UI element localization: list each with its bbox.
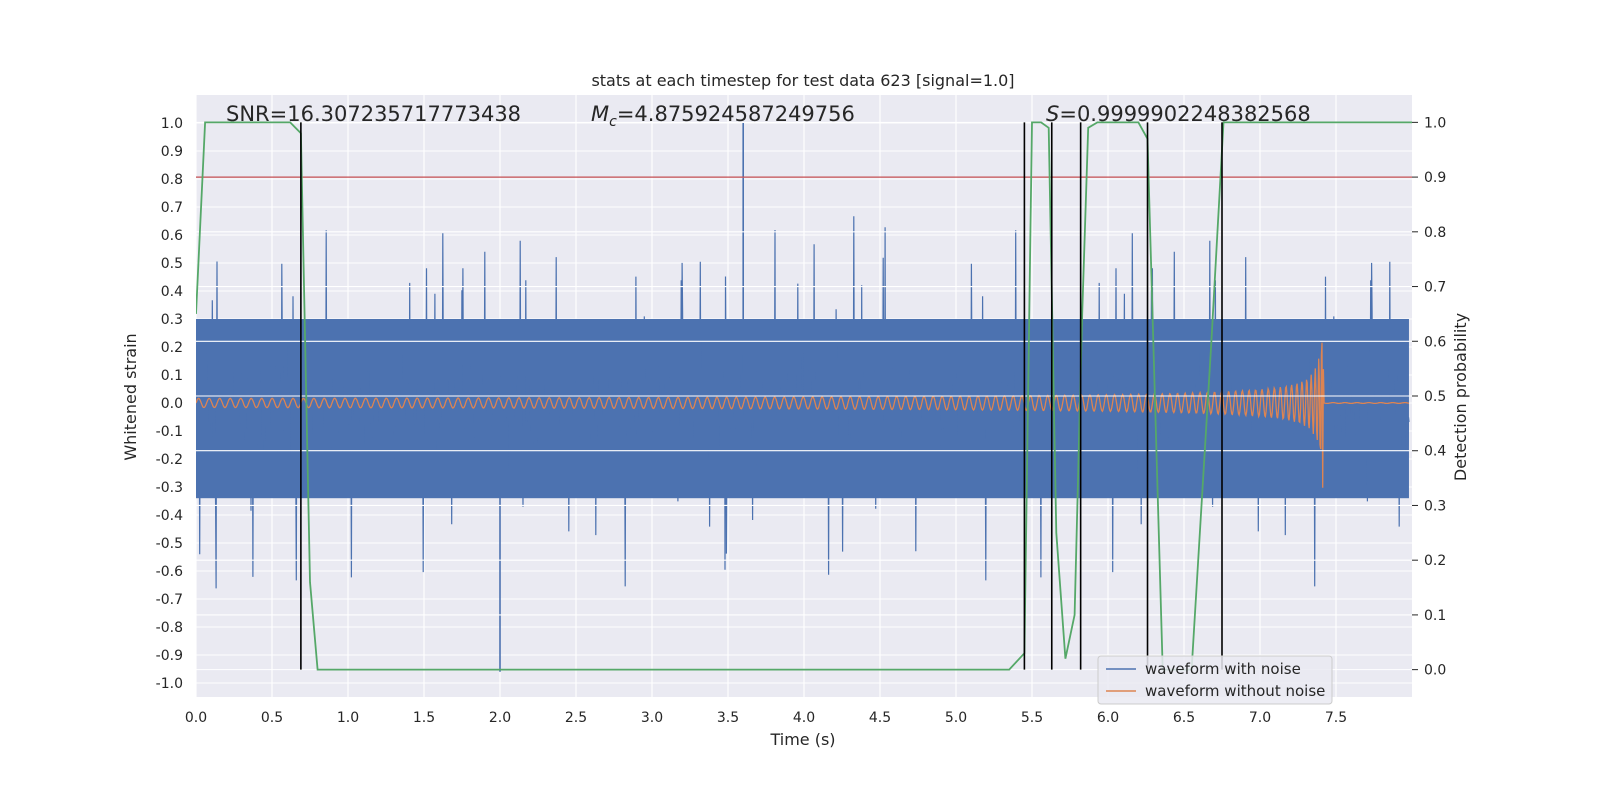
y-right-tick-label: 0.4 [1424,444,1446,460]
y-tick-label: -0.9 [156,648,183,664]
legend: waveform with noise waveform without noi… [1097,655,1333,705]
x-tick-label: 5.5 [1021,710,1043,726]
y-tick-label: -0.2 [156,452,183,468]
y-tick-label: 0.7 [161,200,183,216]
mc-subscript: c [609,114,617,130]
legend-label-clean: waveform without noise [1145,682,1325,700]
x-axis-label: Time (s) [769,730,835,749]
y-tick-label: -0.6 [156,564,183,580]
legend-box [1097,655,1333,705]
y-tick-label: -1.0 [156,676,183,692]
chirp-mass-annotation: Mc=4.875924587249756 [591,102,855,130]
s-value: =0.9999902248382568 [1059,102,1310,126]
x-tick-label: 4.0 [793,710,815,726]
plot-layer [196,121,1412,672]
clean-line [196,342,1410,488]
y-right-tick-label: 0.9 [1424,170,1446,186]
x-tick-label: 5.0 [945,710,967,726]
x-tick-label: 4.5 [869,710,891,726]
y-tick-label: -0.1 [156,424,183,440]
y-tick-label: 0.4 [161,284,183,300]
x-tick-label: 7.0 [1249,710,1271,726]
s-symbol: S [1046,102,1059,126]
y-tick-label: 0.1 [161,368,183,384]
x-tick-label: 0.5 [261,710,283,726]
x-tick-label: 1.0 [337,710,359,726]
legend-label-noise: waveform with noise [1145,660,1301,678]
y-axis-left: 1.0 0.9 0.8 0.7 0.6 0.5 0.4 0.3 0.2 0.1 0.0 -0.1 -0.… [156,116,183,692]
x-tick-label: 6.0 [1097,710,1119,726]
snr-annotation: SNR=16.307235717773438 [226,102,521,126]
x-tick-label: 3.5 [717,710,739,726]
y-tick-label: 0.2 [161,340,183,356]
y-tick-label: 0.3 [161,312,183,328]
x-tick-label: 1.5 [413,710,435,726]
chart-title: stats at each timestep for test data 623… [591,71,1014,90]
x-tick-label: 0.0 [185,710,207,726]
y-tick-label: 0.9 [161,144,183,160]
y-tick-label: 1.0 [161,116,183,132]
series-waveform-without-noise [196,342,1410,488]
y-tick-label: 0.0 [161,396,183,412]
y-right-tick-label: 0.3 [1424,498,1446,514]
y-tick-label: 0.8 [161,172,183,188]
x-tick-label: 3.0 [641,710,663,726]
mc-symbol: M [591,102,609,126]
noise-line [196,216,1410,589]
y-tick-label: 0.5 [161,256,183,272]
y-tick-label: -0.3 [156,480,183,496]
y-right-tick-label: 0.1 [1424,608,1446,624]
x-tick-label: 6.5 [1173,710,1195,726]
y-right-tick-label: 0.7 [1424,280,1446,296]
y-tick-label: 0.6 [161,228,183,244]
s-annotation: S=0.9999902248382568 [1046,102,1311,126]
detection-vlines [300,122,1223,670]
x-tick-label: 7.5 [1325,710,1347,726]
y-right-tick-label: 0.5 [1424,389,1446,405]
x-tick-label: 2.5 [565,710,587,726]
y-tick-label: -0.4 [156,508,183,524]
x-tick-label: 2.0 [489,710,511,726]
y-axis-right: 1.0 0.9 0.8 0.7 0.6 0.5 0.4 0.3 0.2 0.1 0.0 [1412,115,1446,679]
y-right-tick-label: 0.8 [1424,225,1446,241]
y-right-tick-label: 0.0 [1424,663,1446,679]
x-axis: 0.0 0.5 1.0 1.5 2.0 2.5 3.0 3.5 4.0 4.5 5.0 5.5 6.0 6… [185,710,1347,726]
mc-value: =4.875924587249756 [617,102,855,126]
y-right-tick-label: 0.6 [1424,334,1446,350]
y-right-tick-label: 0.2 [1424,553,1446,569]
y-tick-label: -0.8 [156,620,183,636]
y-tick-label: -0.5 [156,536,183,552]
y-right-tick-label: 1.0 [1424,115,1446,131]
y-tick-label: -0.7 [156,592,183,608]
y-axis-right-label: Detection probability [1451,313,1470,481]
y-axis-label: Whitened strain [121,333,140,460]
